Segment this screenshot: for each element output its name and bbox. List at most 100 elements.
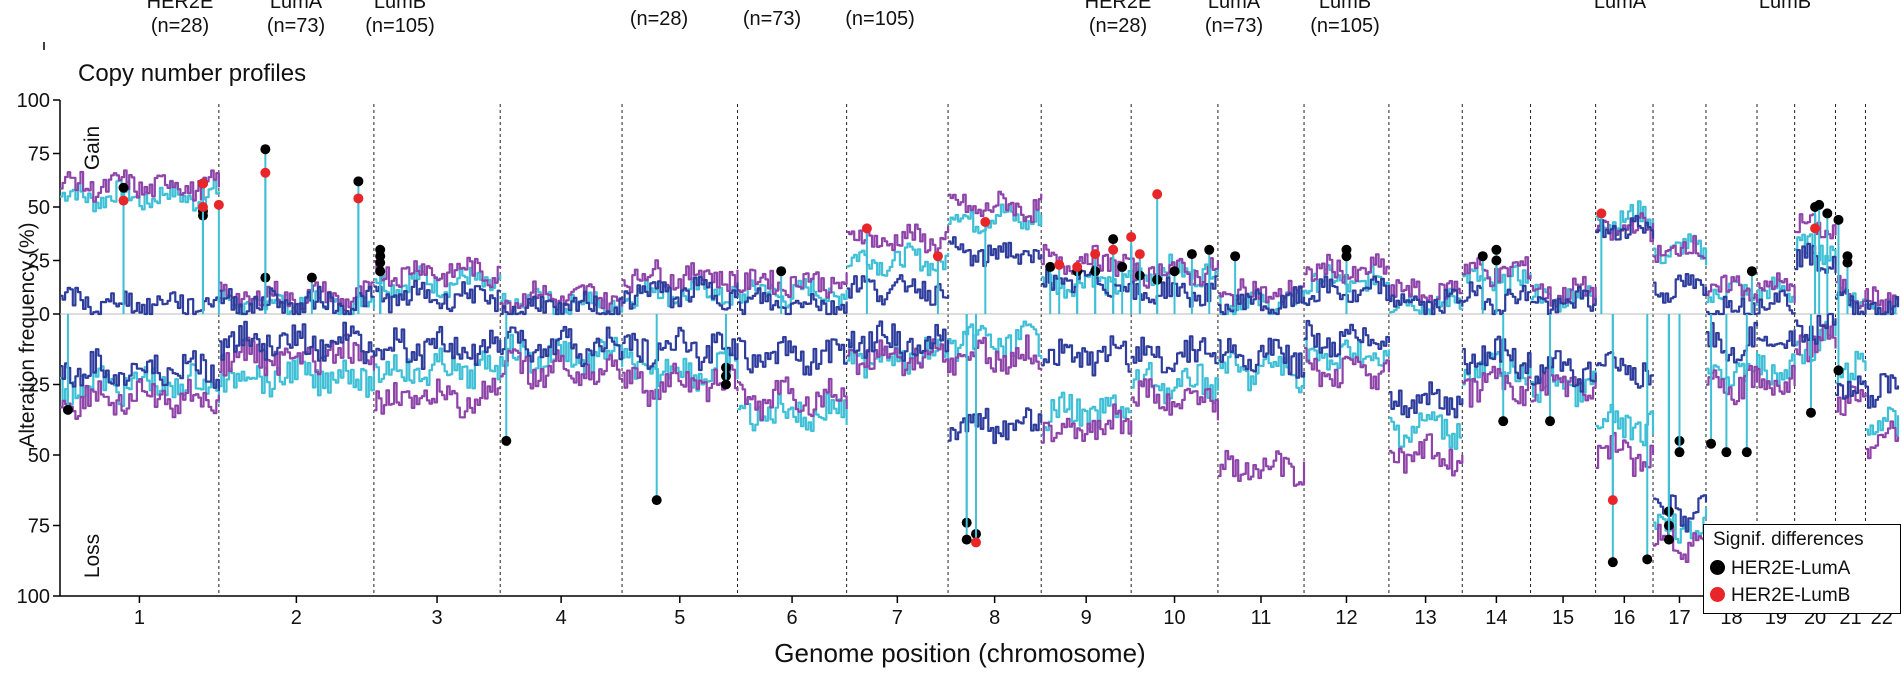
sig-her2e-luma-point bbox=[375, 266, 386, 277]
series-lumb-loss-line bbox=[60, 323, 1900, 563]
group-label-7-line1: HER2E bbox=[1084, 0, 1152, 13]
chart-title: Copy number profiles bbox=[78, 60, 307, 87]
sig-her2e-luma-point bbox=[306, 272, 317, 283]
sig-her2e-luma-point bbox=[1805, 407, 1816, 418]
sig-her2e-luma-point bbox=[62, 404, 73, 415]
sig-her2e-lumb-point bbox=[260, 167, 271, 178]
sig-her2e-luma-point bbox=[375, 257, 386, 268]
sig-her2e-lumb-point bbox=[1810, 223, 1821, 234]
sig-her2e-luma-point bbox=[1814, 199, 1825, 210]
sig-her2e-luma-point bbox=[1491, 244, 1502, 255]
sig-her2e-lumb-point bbox=[353, 193, 364, 204]
group-label-1-line2: (n=28) bbox=[150, 15, 210, 37]
sig-her2e-lumb-point bbox=[118, 195, 129, 206]
legend-entry-her2e-lumb-label: HER2E-LumB bbox=[1731, 585, 1851, 606]
sig-her2e-lumb-point bbox=[1596, 208, 1607, 219]
loss-label: Loss bbox=[81, 533, 104, 579]
sig-her2e-lumb-point bbox=[1054, 259, 1065, 270]
legend-black-dot-icon bbox=[1710, 560, 1725, 575]
sig-her2e-lumb-point bbox=[1090, 249, 1101, 260]
sig-her2e-luma-point bbox=[1045, 261, 1056, 272]
group-label-1: HER2E (n=28) bbox=[130, 0, 230, 38]
sig-her2e-lumb-point bbox=[1072, 261, 1083, 272]
sig-her2e-luma-point bbox=[1169, 266, 1180, 277]
sig-her2e-luma-point bbox=[1477, 251, 1488, 262]
sig-her2e-luma-point bbox=[1341, 251, 1352, 262]
group-label-8-line1: LumA bbox=[1207, 0, 1261, 13]
group-label-6: (n=105) bbox=[825, 7, 935, 31]
y-tick-label: 75 bbox=[28, 516, 50, 538]
group-label-5: (n=73) bbox=[722, 7, 822, 31]
x-tick-label-chr-2: 2 bbox=[291, 607, 302, 629]
legend-entry-her2e-lumb: HER2E-LumB bbox=[1710, 585, 1850, 607]
x-tick-label-chr-16: 16 bbox=[1613, 607, 1635, 629]
sig-her2e-luma-point bbox=[1642, 554, 1653, 565]
x-tick-label-chr-7: 7 bbox=[892, 607, 903, 629]
sig-her2e-lumb-point bbox=[1607, 495, 1618, 506]
sig-her2e-luma-point bbox=[353, 176, 364, 187]
group-label-2-line1: LumA bbox=[269, 0, 323, 13]
x-tick-label-chr-14: 14 bbox=[1485, 607, 1507, 629]
sig-her2e-lumb-point bbox=[1108, 244, 1119, 255]
group-label-2-line2: (n=73) bbox=[266, 15, 326, 37]
group-label-4-line1: (n=28) bbox=[629, 8, 689, 30]
group-label-9: LumB (n=105) bbox=[1290, 0, 1400, 38]
sig-her2e-luma-point bbox=[1746, 266, 1757, 277]
sig-her2e-luma-point bbox=[1833, 365, 1844, 376]
group-label-1-line1: HER2E bbox=[146, 0, 214, 13]
legend-title: Signif. differences bbox=[1713, 529, 1864, 550]
x-tick-label-chr-10: 10 bbox=[1163, 607, 1185, 629]
group-label-8: LumA (n=73) bbox=[1184, 0, 1284, 38]
sig-her2e-luma-point bbox=[1674, 447, 1685, 458]
x-tick-label-chr-6: 6 bbox=[787, 607, 798, 629]
sig-her2e-luma-point bbox=[1822, 208, 1833, 219]
x-tick-label-chr-8: 8 bbox=[989, 607, 1000, 629]
x-tick-label-chr-11: 11 bbox=[1251, 607, 1272, 629]
group-label-11: LumB bbox=[1735, 0, 1835, 14]
sig-her2e-luma-point bbox=[961, 534, 972, 545]
sig-her2e-lumb-point bbox=[1134, 249, 1145, 260]
x-tick-label-chr-13: 13 bbox=[1414, 607, 1436, 629]
sig-her2e-lumb-point bbox=[980, 216, 991, 227]
group-label-3: LumB (n=105) bbox=[345, 0, 455, 38]
sig-her2e-luma-point bbox=[118, 182, 129, 193]
sig-her2e-lumb-point bbox=[197, 178, 208, 189]
sig-her2e-lumb-point bbox=[932, 251, 943, 262]
y-axis-label: Alteration frequency (%) bbox=[16, 222, 39, 448]
group-label-7: HER2E (n=28) bbox=[1068, 0, 1168, 38]
group-label-2: LumA (n=73) bbox=[246, 0, 346, 38]
legend-entry-her2e-luma-label: HER2E-LumA bbox=[1731, 558, 1851, 579]
group-label-10: LumA bbox=[1570, 0, 1670, 14]
x-tick-label-chr-12: 12 bbox=[1335, 607, 1357, 629]
legend-red-dot-icon bbox=[1710, 587, 1725, 602]
sig-her2e-luma-point bbox=[776, 266, 787, 277]
sig-her2e-luma-point bbox=[1204, 244, 1215, 255]
x-tick-label-chr-1: 1 bbox=[134, 607, 145, 629]
sig-her2e-luma-point bbox=[1663, 534, 1674, 545]
sig-her2e-lumb-point bbox=[861, 223, 872, 234]
group-label-10-line1: LumA bbox=[1593, 0, 1647, 13]
legend: Signif. differences HER2E-LumA HER2E-Lum… bbox=[1703, 524, 1901, 614]
sig-her2e-lumb-point bbox=[971, 537, 982, 548]
y-tick-label: 25 bbox=[28, 251, 50, 273]
group-label-11-line1: LumB bbox=[1758, 0, 1812, 13]
sig-her2e-luma-point bbox=[651, 495, 662, 506]
group-label-3-line2: (n=105) bbox=[365, 15, 435, 37]
y-tick-label: 0 bbox=[39, 304, 50, 326]
group-label-8-line2: (n=73) bbox=[1204, 15, 1264, 37]
x-tick-label-chr-3: 3 bbox=[431, 607, 442, 629]
sig-her2e-luma-point bbox=[1491, 255, 1502, 266]
sig-her2e-luma-point bbox=[1545, 416, 1556, 427]
group-label-4: (n=28) bbox=[609, 7, 709, 31]
series-her2e-loss-line bbox=[60, 312, 1900, 533]
sig-her2e-luma-point bbox=[720, 379, 731, 390]
x-tick-label-chr-9: 9 bbox=[1081, 607, 1092, 629]
sig-her2e-luma-point bbox=[1186, 249, 1197, 260]
sig-her2e-luma-point bbox=[1230, 251, 1241, 262]
sig-her2e-luma-point bbox=[1117, 261, 1128, 272]
series-lumb-gain-line bbox=[60, 169, 1900, 315]
y-tick-label: 50 bbox=[28, 197, 50, 219]
group-label-9-line2: (n=105) bbox=[1310, 15, 1380, 37]
sig-her2e-luma-point bbox=[501, 435, 512, 446]
y-tick-label: 25 bbox=[28, 375, 50, 397]
